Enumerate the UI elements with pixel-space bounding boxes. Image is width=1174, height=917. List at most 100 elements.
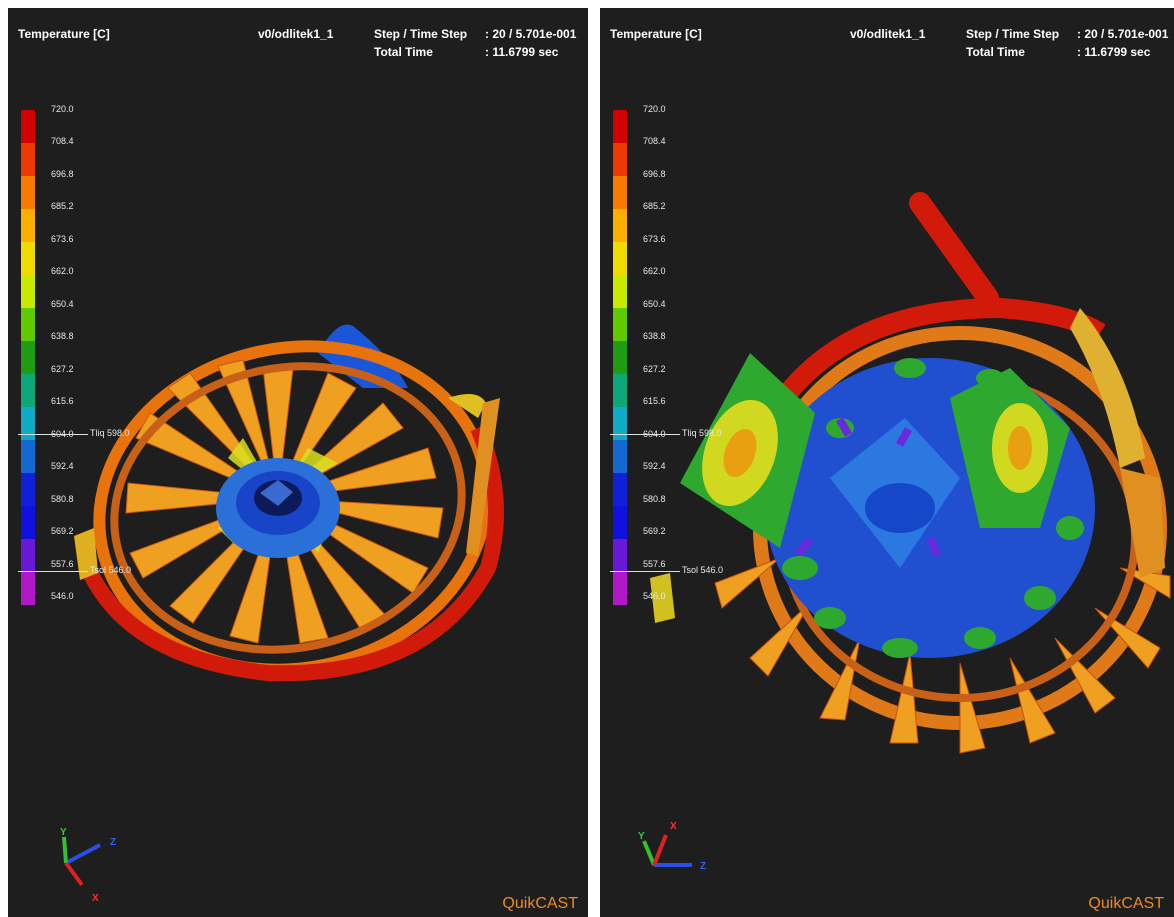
casting-model-left[interactable] [8,8,588,917]
viewport-left[interactable]: Temperature [C] v0/odlitek1_1 Step / Tim… [8,8,588,917]
legend-swatch [613,407,627,440]
legend-tick: 650.4 [643,299,666,309]
legend-tick: 546.0 [51,591,74,601]
legend-swatch [21,110,35,143]
legend-tick: 662.0 [643,266,666,276]
legend-tick: 720.0 [51,104,74,114]
quikcast-logo: QuikCAST [1088,895,1164,912]
x-axis-icon [652,834,668,866]
legend-swatch [613,539,627,572]
temperature-color-scale [21,110,35,605]
z-axis-label: Z [110,837,116,848]
orientation-triad-right: Y Z X [638,821,706,872]
total-time-label: Total Time [374,45,433,59]
z-axis-icon [65,843,101,865]
liquidus-label: Tliq 598.0 [682,428,722,438]
legend-tick: 592.4 [643,461,666,471]
legend-tick: 685.2 [51,201,74,211]
legend-swatch [21,341,35,374]
solidus-label: Tsol 546.0 [682,565,724,575]
legend-tick: 627.2 [51,364,74,374]
y-axis-label: Y [60,827,67,838]
liquidus-marker-line [610,434,680,435]
legend-swatch [21,572,35,605]
y-axis-icon [642,840,656,866]
legend-tick: 615.6 [51,396,74,406]
model-file-name: v0/odlitek1_1 [850,27,926,41]
legend-swatch [21,407,35,440]
legend-tick: 627.2 [643,364,666,374]
legend-swatch [21,176,35,209]
legend-tick: 708.4 [51,136,74,146]
legend-tick: 673.6 [51,234,74,244]
legend-tick: 662.0 [51,266,74,276]
x-axis-label: X [670,821,677,832]
legend-swatch [613,440,627,473]
step-label: Step / Time Step [966,27,1060,41]
legend-tick: 638.8 [51,331,74,341]
legend-swatch [21,209,35,242]
orientation-triad-left: Y Z X [60,827,116,903]
temperature-color-scale [613,110,627,605]
x-axis-icon [64,861,84,887]
legend-tick: 696.8 [51,169,74,179]
step-value: : 20 / 5.701e-001 [1077,27,1169,41]
legend-tick: 580.8 [51,494,74,504]
legend-tick: 685.2 [643,201,666,211]
legend-tick: 580.8 [643,494,666,504]
step-label: Step / Time Step [374,27,468,41]
legend-tick: 557.6 [643,559,666,569]
legend-swatch [613,275,627,308]
legend-tick: 592.4 [51,461,74,471]
legend-swatch [613,242,627,275]
legend-swatch [21,374,35,407]
legend-swatch [613,572,627,605]
legend-swatch [613,341,627,374]
y-axis-icon [62,836,68,864]
legend-swatch [613,110,627,143]
legend-tick: 650.4 [51,299,74,309]
solidus-marker-line [610,571,680,572]
model-file-name: v0/odlitek1_1 [258,27,334,41]
legend-swatch [613,506,627,539]
legend-tick: 615.6 [643,396,666,406]
legend-swatch [21,473,35,506]
legend-tick: 546.0 [643,591,666,601]
legend-swatch [21,242,35,275]
legend-swatch [613,143,627,176]
legend-swatch [21,275,35,308]
legend-swatch [21,506,35,539]
liquidus-label: Tliq 598.0 [90,428,130,438]
legend-swatch [613,176,627,209]
legend-swatch [613,374,627,407]
legend-swatch [21,143,35,176]
casting-model-right[interactable] [600,8,1174,917]
legend-tick: 557.6 [51,559,74,569]
legend-swatch [613,209,627,242]
liquidus-marker-line [18,434,88,435]
solidus-label: Tsol 546.0 [90,565,132,575]
legend-tick: 569.2 [643,526,666,536]
result-title: Temperature [C] [18,27,110,41]
legend-tick: 569.2 [51,526,74,536]
legend-tick: 720.0 [643,104,666,114]
legend-swatch [21,440,35,473]
quikcast-logo: QuikCAST [502,895,578,912]
solidus-marker-line [18,571,88,572]
viewport-right[interactable]: Temperature [C] v0/odlitek1_1 Step / Tim… [600,8,1174,917]
legend-swatch [613,308,627,341]
legend-tick: 708.4 [643,136,666,146]
legend-swatch [613,473,627,506]
total-time-value: : 11.6799 sec [485,45,559,59]
legend-swatch [21,539,35,572]
total-time-label: Total Time [966,45,1025,59]
x-axis-label: X [92,893,99,903]
z-axis-label: Z [700,861,706,872]
legend-swatch [21,308,35,341]
legend-tick: 673.6 [643,234,666,244]
total-time-value: : 11.6799 sec [1077,45,1151,59]
legend-tick: 696.8 [643,169,666,179]
step-value: : 20 / 5.701e-001 [485,27,577,41]
y-axis-label: Y [638,831,645,842]
legend-tick: 638.8 [643,331,666,341]
